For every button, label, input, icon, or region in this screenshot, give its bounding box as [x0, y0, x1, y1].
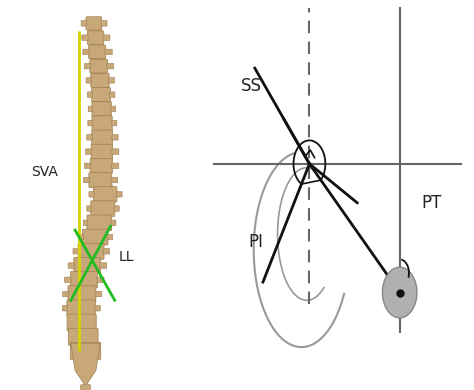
FancyBboxPatch shape: [94, 199, 114, 204]
Text: LL: LL: [119, 250, 135, 264]
FancyBboxPatch shape: [89, 172, 112, 188]
FancyBboxPatch shape: [84, 64, 91, 69]
FancyBboxPatch shape: [94, 128, 110, 133]
FancyBboxPatch shape: [67, 300, 95, 317]
FancyBboxPatch shape: [93, 184, 112, 190]
FancyBboxPatch shape: [90, 42, 103, 48]
FancyBboxPatch shape: [103, 248, 109, 254]
FancyBboxPatch shape: [91, 56, 105, 62]
FancyBboxPatch shape: [89, 45, 106, 58]
FancyBboxPatch shape: [91, 170, 110, 176]
FancyBboxPatch shape: [91, 144, 113, 159]
FancyBboxPatch shape: [92, 102, 111, 116]
FancyBboxPatch shape: [86, 78, 91, 83]
FancyBboxPatch shape: [64, 277, 71, 282]
FancyBboxPatch shape: [87, 206, 91, 211]
Text: SVA: SVA: [31, 165, 58, 179]
FancyBboxPatch shape: [88, 28, 101, 33]
FancyBboxPatch shape: [111, 220, 116, 225]
FancyBboxPatch shape: [114, 206, 119, 211]
FancyBboxPatch shape: [91, 88, 110, 102]
FancyBboxPatch shape: [89, 191, 94, 197]
FancyBboxPatch shape: [68, 286, 96, 302]
FancyBboxPatch shape: [82, 229, 108, 245]
Circle shape: [383, 267, 417, 318]
FancyBboxPatch shape: [87, 227, 108, 233]
FancyBboxPatch shape: [82, 241, 104, 247]
FancyBboxPatch shape: [93, 85, 108, 90]
FancyBboxPatch shape: [78, 243, 104, 259]
FancyBboxPatch shape: [90, 158, 112, 173]
FancyBboxPatch shape: [70, 327, 95, 332]
FancyBboxPatch shape: [94, 113, 110, 119]
Polygon shape: [71, 343, 100, 386]
FancyBboxPatch shape: [78, 256, 100, 261]
FancyBboxPatch shape: [74, 257, 100, 274]
FancyBboxPatch shape: [109, 92, 115, 98]
FancyBboxPatch shape: [112, 135, 118, 140]
FancyBboxPatch shape: [91, 201, 115, 216]
FancyBboxPatch shape: [105, 49, 112, 55]
FancyBboxPatch shape: [85, 149, 92, 154]
FancyBboxPatch shape: [93, 187, 117, 202]
FancyBboxPatch shape: [95, 305, 100, 311]
FancyBboxPatch shape: [109, 78, 114, 83]
Text: PI: PI: [248, 233, 264, 251]
FancyBboxPatch shape: [93, 99, 109, 105]
FancyBboxPatch shape: [72, 341, 97, 347]
FancyBboxPatch shape: [87, 215, 112, 230]
FancyBboxPatch shape: [69, 313, 93, 318]
FancyBboxPatch shape: [88, 92, 92, 98]
FancyBboxPatch shape: [83, 177, 90, 183]
FancyBboxPatch shape: [92, 116, 112, 130]
FancyBboxPatch shape: [81, 21, 87, 26]
FancyBboxPatch shape: [78, 234, 83, 240]
FancyBboxPatch shape: [88, 121, 93, 126]
Text: SS: SS: [240, 77, 262, 95]
FancyBboxPatch shape: [95, 291, 102, 297]
FancyBboxPatch shape: [70, 271, 98, 288]
FancyBboxPatch shape: [100, 263, 107, 268]
FancyBboxPatch shape: [92, 156, 110, 161]
Text: PT: PT: [421, 194, 441, 212]
FancyBboxPatch shape: [67, 314, 96, 331]
FancyBboxPatch shape: [97, 277, 104, 282]
FancyBboxPatch shape: [90, 59, 108, 73]
FancyBboxPatch shape: [70, 342, 101, 360]
FancyBboxPatch shape: [112, 149, 119, 154]
FancyBboxPatch shape: [83, 49, 90, 55]
FancyBboxPatch shape: [81, 385, 91, 390]
FancyBboxPatch shape: [111, 121, 117, 126]
FancyBboxPatch shape: [91, 213, 111, 218]
FancyBboxPatch shape: [101, 21, 107, 26]
FancyBboxPatch shape: [73, 248, 79, 254]
FancyBboxPatch shape: [82, 35, 88, 41]
FancyBboxPatch shape: [93, 142, 111, 147]
FancyBboxPatch shape: [63, 305, 68, 311]
FancyBboxPatch shape: [70, 298, 93, 304]
FancyBboxPatch shape: [83, 220, 88, 225]
FancyBboxPatch shape: [88, 106, 93, 112]
FancyBboxPatch shape: [92, 71, 107, 76]
FancyBboxPatch shape: [68, 263, 74, 268]
FancyBboxPatch shape: [107, 64, 114, 69]
FancyBboxPatch shape: [91, 130, 113, 145]
FancyBboxPatch shape: [84, 163, 91, 168]
FancyBboxPatch shape: [86, 17, 102, 30]
FancyBboxPatch shape: [107, 234, 113, 240]
FancyBboxPatch shape: [72, 284, 94, 290]
FancyBboxPatch shape: [74, 270, 97, 275]
FancyBboxPatch shape: [63, 291, 69, 297]
FancyBboxPatch shape: [116, 191, 122, 197]
FancyBboxPatch shape: [111, 106, 116, 112]
FancyBboxPatch shape: [103, 35, 110, 41]
FancyBboxPatch shape: [68, 328, 98, 345]
FancyBboxPatch shape: [111, 163, 119, 168]
FancyBboxPatch shape: [91, 73, 109, 87]
FancyBboxPatch shape: [87, 31, 104, 44]
FancyBboxPatch shape: [111, 177, 118, 183]
FancyBboxPatch shape: [87, 135, 92, 140]
